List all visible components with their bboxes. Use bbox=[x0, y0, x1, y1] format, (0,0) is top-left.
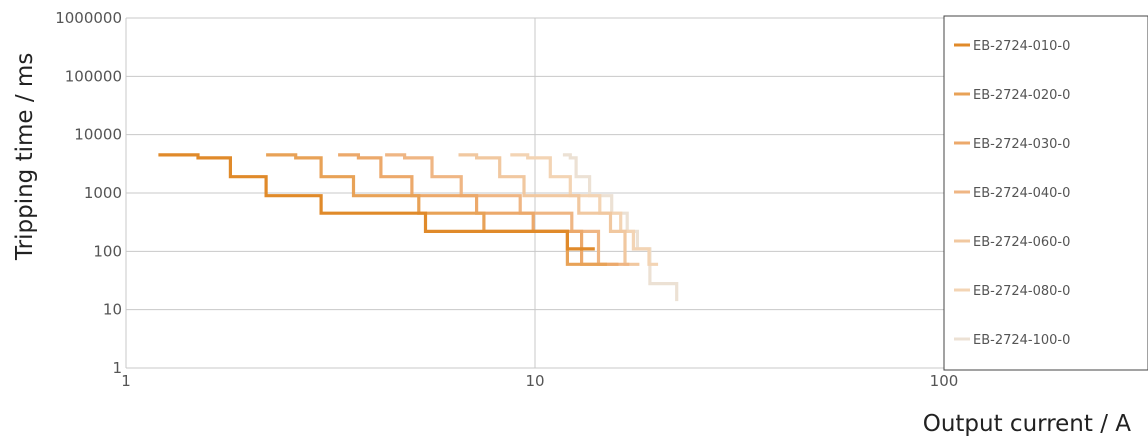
series-line-EB-2724-060-0 bbox=[458, 153, 640, 266]
legend-label-EB-2724-080-0: EB-2724-080-0 bbox=[973, 284, 1070, 299]
y-tick-labels: 1 10 100 1000 10000 100000 1000000 bbox=[55, 9, 122, 377]
y-tick-label-2: 100 bbox=[93, 242, 122, 260]
legend-label-EB-2724-020-0: EB-2724-020-0 bbox=[973, 88, 1070, 103]
y-tick-label-3: 1000 bbox=[84, 184, 122, 202]
legend-label-EB-2724-060-0: EB-2724-060-0 bbox=[973, 235, 1070, 250]
legend-label-EB-2724-040-0: EB-2724-040-0 bbox=[973, 186, 1070, 201]
y-tick-label-1: 10 bbox=[103, 301, 122, 319]
series-lines bbox=[158, 153, 679, 302]
series-line-EB-2724-010-0 bbox=[158, 153, 595, 251]
legend-label-EB-2724-010-0: EB-2724-010-0 bbox=[973, 39, 1070, 54]
grid-lines bbox=[125, 17, 945, 369]
legend-label-EB-2724-100-0: EB-2724-100-0 bbox=[973, 333, 1070, 348]
legend-label-EB-2724-030-0: EB-2724-030-0 bbox=[973, 137, 1070, 152]
series-line-EB-2724-080-0 bbox=[510, 153, 659, 266]
series-line-EB-2724-030-0 bbox=[338, 153, 619, 266]
legend: EB-2724-010-0 EB-2724-020-0 EB-2724-030-0 E… bbox=[943, 15, 1148, 371]
y-tick-label-4: 10000 bbox=[74, 126, 122, 144]
y-axis-title: Tripping time / ms bbox=[12, 53, 38, 261]
series-line-EB-2724-040-0 bbox=[385, 153, 630, 266]
x-tick-label-1: 10 bbox=[525, 372, 544, 390]
x-tick-labels: 1 10 100 bbox=[121, 372, 958, 390]
x-tick-label-2: 100 bbox=[930, 372, 959, 390]
y-tick-label-6: 1000000 bbox=[55, 9, 122, 27]
y-tick-label-5: 100000 bbox=[65, 67, 122, 85]
x-tick-label-0: 1 bbox=[121, 372, 131, 390]
series-line-EB-2724-020-0 bbox=[266, 153, 607, 266]
x-axis-title: Output current / A bbox=[923, 411, 1132, 437]
y-tick-label-0: 1 bbox=[112, 359, 122, 377]
legend-box bbox=[943, 15, 1148, 371]
